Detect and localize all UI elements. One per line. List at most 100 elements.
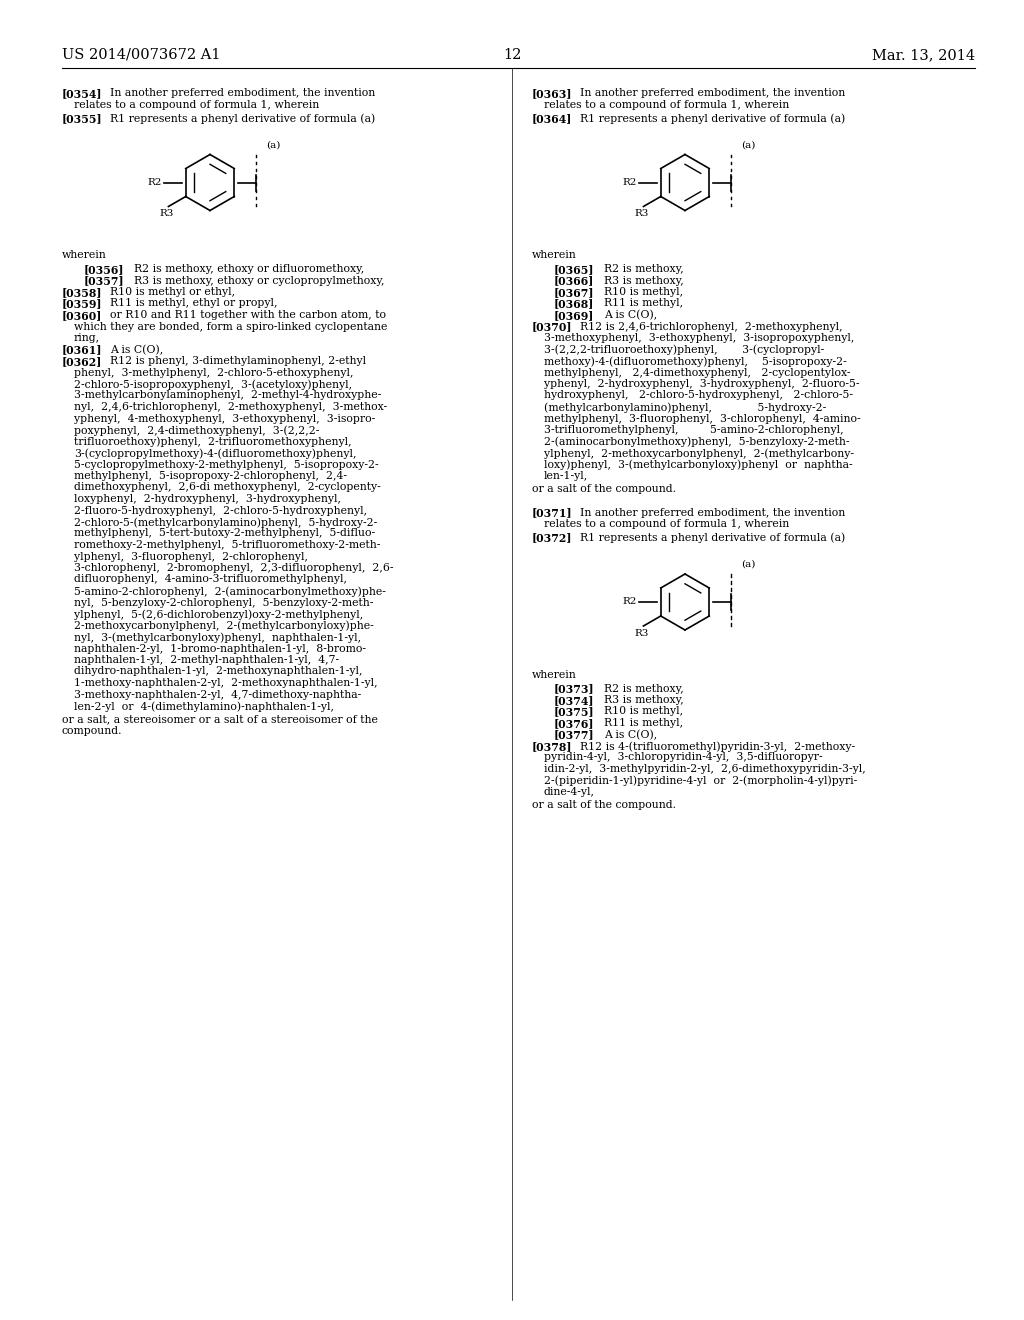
Text: [0378]: [0378] bbox=[532, 741, 572, 752]
Text: R11 is methyl, ethyl or propyl,: R11 is methyl, ethyl or propyl, bbox=[110, 298, 278, 309]
Text: [0361]: [0361] bbox=[62, 345, 102, 355]
Text: R10 is methyl,: R10 is methyl, bbox=[604, 286, 683, 297]
Text: or a salt of the compound.: or a salt of the compound. bbox=[532, 484, 676, 495]
Text: R1 represents a phenyl derivative of formula (a): R1 represents a phenyl derivative of for… bbox=[110, 114, 375, 124]
Text: (a): (a) bbox=[741, 140, 756, 149]
Text: R12 is 2,4,6-trichlorophenyl,  2-methoxyphenyl,: R12 is 2,4,6-trichlorophenyl, 2-methoxyp… bbox=[580, 322, 843, 331]
Text: phenyl,  3-methylphenyl,  2-chloro-5-ethoxyphenyl,: phenyl, 3-methylphenyl, 2-chloro-5-ethox… bbox=[74, 367, 353, 378]
Text: pyridin-4-yl,  3-chloropyridin-4-yl,  3,5-difluoropyr-: pyridin-4-yl, 3-chloropyridin-4-yl, 3,5-… bbox=[544, 752, 822, 763]
Text: len-1-yl,: len-1-yl, bbox=[544, 471, 588, 480]
Text: yphenyl,  4-methoxyphenyl,  3-ethoxyphenyl,  3-isopro-: yphenyl, 4-methoxyphenyl, 3-ethoxyphenyl… bbox=[74, 413, 375, 424]
Text: Mar. 13, 2014: Mar. 13, 2014 bbox=[871, 48, 975, 62]
Text: [0355]: [0355] bbox=[62, 114, 102, 124]
Text: R1 represents a phenyl derivative of formula (a): R1 represents a phenyl derivative of for… bbox=[580, 532, 845, 543]
Text: [0359]: [0359] bbox=[62, 298, 102, 309]
Text: trifluoroethoxy)phenyl,  2-trifluoromethoxyphenyl,: trifluoroethoxy)phenyl, 2-trifluorometho… bbox=[74, 437, 351, 447]
Text: methylphenyl,  5-tert-butoxy-2-methylphenyl,  5-difluo-: methylphenyl, 5-tert-butoxy-2-methylphen… bbox=[74, 528, 375, 539]
Text: dine-4-yl,: dine-4-yl, bbox=[544, 787, 595, 797]
Text: yphenyl,  2-hydroxyphenyl,  3-hydroxyphenyl,  2-fluoro-5-: yphenyl, 2-hydroxyphenyl, 3-hydroxypheny… bbox=[544, 379, 859, 389]
Text: compound.: compound. bbox=[62, 726, 123, 737]
Text: [0377]: [0377] bbox=[554, 730, 595, 741]
Text: US 2014/0073672 A1: US 2014/0073672 A1 bbox=[62, 48, 220, 62]
Text: [0372]: [0372] bbox=[532, 532, 572, 544]
Text: [0370]: [0370] bbox=[532, 322, 572, 333]
Text: naphthalen-2-yl,  1-bromo-naphthalen-1-yl,  8-bromo-: naphthalen-2-yl, 1-bromo-naphthalen-1-yl… bbox=[74, 644, 366, 653]
Text: nyl,  3-(methylcarbonyloxy)phenyl,  naphthalen-1-yl,: nyl, 3-(methylcarbonyloxy)phenyl, naphth… bbox=[74, 632, 361, 643]
Text: In another preferred embodiment, the invention: In another preferred embodiment, the inv… bbox=[580, 507, 845, 517]
Text: 2-(aminocarbonylmethoxy)phenyl,  5-benzyloxy-2-meth-: 2-(aminocarbonylmethoxy)phenyl, 5-benzyl… bbox=[544, 437, 850, 447]
Text: ring,: ring, bbox=[74, 333, 100, 343]
Text: 3-chlorophenyl,  2-bromophenyl,  2,3-difluorophenyl,  2,6-: 3-chlorophenyl, 2-bromophenyl, 2,3-diflu… bbox=[74, 564, 393, 573]
Text: [0362]: [0362] bbox=[62, 356, 102, 367]
Text: A is C(O),: A is C(O), bbox=[604, 730, 657, 739]
Text: idin-2-yl,  3-methylpyridin-2-yl,  2,6-dimethoxypyridin-3-yl,: idin-2-yl, 3-methylpyridin-2-yl, 2,6-dim… bbox=[544, 764, 865, 774]
Text: naphthalen-1-yl,  2-methyl-naphthalen-1-yl,  4,7-: naphthalen-1-yl, 2-methyl-naphthalen-1-y… bbox=[74, 655, 339, 665]
Text: 3-methoxyphenyl,  3-ethoxyphenyl,  3-isopropoxyphenyl,: 3-methoxyphenyl, 3-ethoxyphenyl, 3-isopr… bbox=[544, 333, 854, 343]
Text: [0357]: [0357] bbox=[84, 276, 125, 286]
Text: [0373]: [0373] bbox=[554, 684, 595, 694]
Text: [0366]: [0366] bbox=[554, 276, 594, 286]
Text: 3-(2,2,2-trifluoroethoxy)phenyl,       3-(cyclopropyl-: 3-(2,2,2-trifluoroethoxy)phenyl, 3-(cycl… bbox=[544, 345, 824, 355]
Text: [0371]: [0371] bbox=[532, 507, 572, 519]
Text: 2-chloro-5-(methylcarbonylamino)phenyl,  5-hydroxy-2-: 2-chloro-5-(methylcarbonylamino)phenyl, … bbox=[74, 517, 377, 528]
Text: R1 represents a phenyl derivative of formula (a): R1 represents a phenyl derivative of for… bbox=[580, 114, 845, 124]
Text: R3: R3 bbox=[634, 210, 648, 219]
Text: relates to a compound of formula 1, wherein: relates to a compound of formula 1, wher… bbox=[544, 99, 790, 110]
Text: romethoxy-2-methylphenyl,  5-trifluoromethoxy-2-meth-: romethoxy-2-methylphenyl, 5-trifluoromet… bbox=[74, 540, 380, 550]
Text: [0369]: [0369] bbox=[554, 310, 594, 321]
Text: methylphenyl,   2,4-dimethoxyphenyl,   2-cyclopentylox-: methylphenyl, 2,4-dimethoxyphenyl, 2-cyc… bbox=[544, 367, 851, 378]
Text: 2-fluoro-5-hydroxyphenyl,  2-chloro-5-hydroxyphenyl,: 2-fluoro-5-hydroxyphenyl, 2-chloro-5-hyd… bbox=[74, 506, 368, 516]
Text: difluorophenyl,  4-amino-3-trifluoromethylphenyl,: difluorophenyl, 4-amino-3-trifluoromethy… bbox=[74, 574, 347, 585]
Text: 3-trifluoromethylphenyl,         5-amino-2-chlorophenyl,: 3-trifluoromethylphenyl, 5-amino-2-chlor… bbox=[544, 425, 844, 436]
Text: [0354]: [0354] bbox=[62, 88, 102, 99]
Text: 2-chloro-5-isopropoxyphenyl,  3-(acetyloxy)phenyl,: 2-chloro-5-isopropoxyphenyl, 3-(acetylox… bbox=[74, 379, 352, 389]
Text: loxyphenyl,  2-hydroxyphenyl,  3-hydroxyphenyl,: loxyphenyl, 2-hydroxyphenyl, 3-hydroxyph… bbox=[74, 494, 341, 504]
Text: [0367]: [0367] bbox=[554, 286, 595, 298]
Text: or a salt of the compound.: or a salt of the compound. bbox=[532, 800, 676, 810]
Text: R2 is methoxy,: R2 is methoxy, bbox=[604, 264, 684, 275]
Text: 3-methoxy-naphthalen-2-yl,  4,7-dimethoxy-naphtha-: 3-methoxy-naphthalen-2-yl, 4,7-dimethoxy… bbox=[74, 689, 361, 700]
Text: 1-methoxy-naphthalen-2-yl,  2-methoxynaphthalen-1-yl,: 1-methoxy-naphthalen-2-yl, 2-methoxynaph… bbox=[74, 678, 378, 688]
Text: 5-amino-2-chlorophenyl,  2-(aminocarbonylmethoxy)phe-: 5-amino-2-chlorophenyl, 2-(aminocarbonyl… bbox=[74, 586, 386, 597]
Text: wherein: wherein bbox=[532, 671, 577, 680]
Text: R2: R2 bbox=[623, 598, 637, 606]
Text: 3-(cyclopropylmethoxy)-4-(difluoromethoxy)phenyl,: 3-(cyclopropylmethoxy)-4-(difluoromethox… bbox=[74, 447, 356, 458]
Text: R2: R2 bbox=[623, 178, 637, 187]
Text: poxyphenyl,  2,4-dimethoxyphenyl,  3-(2,2,2-: poxyphenyl, 2,4-dimethoxyphenyl, 3-(2,2,… bbox=[74, 425, 319, 436]
Text: R10 is methyl or ethyl,: R10 is methyl or ethyl, bbox=[110, 286, 236, 297]
Text: R12 is 4-(trifluoromethyl)pyridin-3-yl,  2-methoxy-: R12 is 4-(trifluoromethyl)pyridin-3-yl, … bbox=[580, 741, 855, 751]
Text: 3-methylcarbonylaminophenyl,  2-methyl-4-hydroxyphe-: 3-methylcarbonylaminophenyl, 2-methyl-4-… bbox=[74, 391, 381, 400]
Text: wherein: wherein bbox=[532, 251, 577, 260]
Text: A is C(O),: A is C(O), bbox=[110, 345, 163, 355]
Text: R12 is phenyl, 3-dimethylaminophenyl, 2-ethyl: R12 is phenyl, 3-dimethylaminophenyl, 2-… bbox=[110, 356, 367, 366]
Text: 12: 12 bbox=[503, 48, 521, 62]
Text: [0374]: [0374] bbox=[554, 696, 595, 706]
Text: dihydro-naphthalen-1-yl,  2-methoxynaphthalen-1-yl,: dihydro-naphthalen-1-yl, 2-methoxynaphth… bbox=[74, 667, 362, 676]
Text: 2-(piperidin-1-yl)pyridine-4-yl  or  2-(morpholin-4-yl)pyri-: 2-(piperidin-1-yl)pyridine-4-yl or 2-(mo… bbox=[544, 776, 857, 787]
Text: relates to a compound of formula 1, wherein: relates to a compound of formula 1, wher… bbox=[74, 99, 319, 110]
Text: loxy)phenyl,  3-(methylcarbonyloxy)phenyl  or  naphtha-: loxy)phenyl, 3-(methylcarbonyloxy)phenyl… bbox=[544, 459, 853, 470]
Text: nyl,  5-benzyloxy-2-chlorophenyl,  5-benzyloxy-2-meth-: nyl, 5-benzyloxy-2-chlorophenyl, 5-benzy… bbox=[74, 598, 374, 607]
Text: methoxy)-4-(difluoromethoxy)phenyl,    5-isopropoxy-2-: methoxy)-4-(difluoromethoxy)phenyl, 5-is… bbox=[544, 356, 847, 367]
Text: In another preferred embodiment, the invention: In another preferred embodiment, the inv… bbox=[110, 88, 375, 98]
Text: R2 is methoxy, ethoxy or difluoromethoxy,: R2 is methoxy, ethoxy or difluoromethoxy… bbox=[134, 264, 365, 275]
Text: methylphenyl,  3-fluorophenyl,  3-chlorophenyl,  4-amino-: methylphenyl, 3-fluorophenyl, 3-chloroph… bbox=[544, 413, 860, 424]
Text: R11 is methyl,: R11 is methyl, bbox=[604, 718, 683, 729]
Text: In another preferred embodiment, the invention: In another preferred embodiment, the inv… bbox=[580, 88, 845, 98]
Text: or a salt, a stereoisomer or a salt of a stereoisomer of the: or a salt, a stereoisomer or a salt of a… bbox=[62, 714, 378, 725]
Text: hydroxyphenyl,   2-chloro-5-hydroxyphenyl,   2-chloro-5-: hydroxyphenyl, 2-chloro-5-hydroxyphenyl,… bbox=[544, 391, 853, 400]
Text: or R10 and R11 together with the carbon atom, to: or R10 and R11 together with the carbon … bbox=[110, 310, 386, 319]
Text: [0365]: [0365] bbox=[554, 264, 595, 275]
Text: (a): (a) bbox=[741, 560, 756, 569]
Text: methylphenyl,  5-isopropoxy-2-chlorophenyl,  2,4-: methylphenyl, 5-isopropoxy-2-chloropheny… bbox=[74, 471, 347, 480]
Text: R10 is methyl,: R10 is methyl, bbox=[604, 706, 683, 717]
Text: R3 is methoxy,: R3 is methoxy, bbox=[604, 276, 684, 285]
Text: [0358]: [0358] bbox=[62, 286, 102, 298]
Text: (methylcarbonylamino)phenyl,             5-hydroxy-2-: (methylcarbonylamino)phenyl, 5-hydroxy-2… bbox=[544, 403, 826, 413]
Text: [0368]: [0368] bbox=[554, 298, 594, 309]
Text: R2: R2 bbox=[147, 178, 162, 187]
Text: ylphenyl,  2-methoxycarbonylphenyl,  2-(methylcarbony-: ylphenyl, 2-methoxycarbonylphenyl, 2-(me… bbox=[544, 447, 854, 458]
Text: R3 is methoxy,: R3 is methoxy, bbox=[604, 696, 684, 705]
Text: A is C(O),: A is C(O), bbox=[604, 310, 657, 321]
Text: wherein: wherein bbox=[62, 251, 106, 260]
